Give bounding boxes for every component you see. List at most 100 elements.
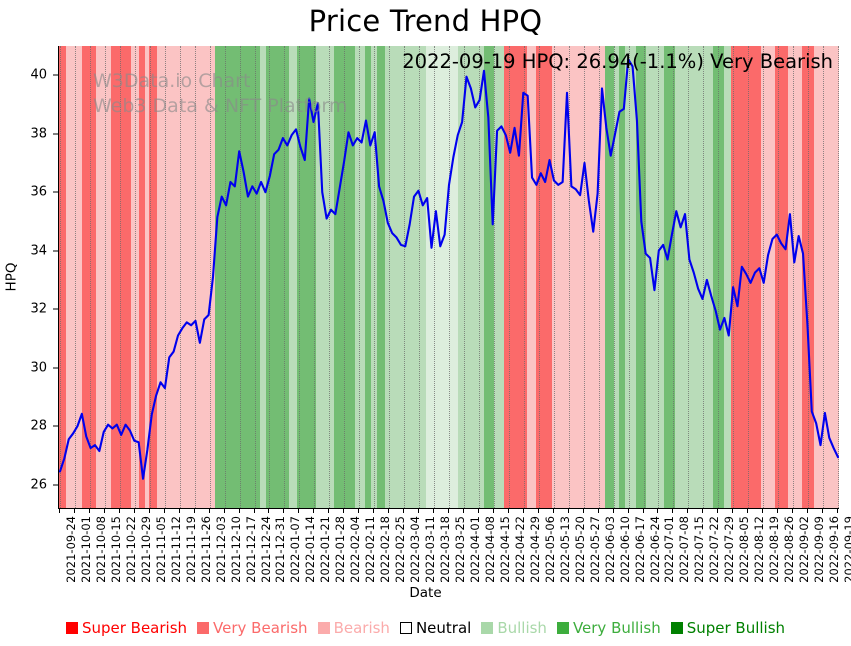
x-axis-tick-label: 2021-12-24 [258, 516, 273, 583]
vertical-gridline [598, 46, 601, 508]
sentiment-band-very_bearish [82, 46, 97, 508]
y-axis-tick-label: 40 [30, 67, 47, 83]
y-axis-tick-label: 30 [30, 360, 47, 376]
legend-label: Super Bullish [686, 619, 786, 637]
vertical-gridline [254, 46, 257, 508]
x-axis-tick-label: 2022-06-03 [602, 516, 617, 583]
x-axis-tick [762, 508, 764, 513]
vertical-gridline [329, 46, 331, 508]
sentiment-band-very_bearish [731, 46, 762, 508]
vertical-gridline [74, 46, 77, 508]
vertical-gridline [179, 46, 182, 508]
vertical-gridline [449, 46, 451, 508]
y-axis-tick-label: 36 [30, 184, 47, 200]
sentiment-band-very_bullish [364, 46, 372, 508]
x-axis-tick-label: 2022-07-08 [677, 516, 692, 583]
legend-swatch-icon [481, 622, 494, 634]
sentiment-band-bullish [625, 46, 637, 508]
x-axis-tick [133, 508, 135, 513]
x-axis-tick [328, 508, 330, 513]
x-axis-tick [732, 508, 734, 513]
x-axis-tick [103, 508, 105, 513]
vertical-gridline [269, 46, 271, 508]
vertical-gridline [688, 46, 690, 508]
x-axis-tick-label: 2022-02-18 [378, 516, 393, 583]
sentiment-band-very_bullish [663, 46, 676, 508]
x-axis-tick [88, 508, 90, 513]
legend-item-bearish[interactable]: Bearish [317, 619, 390, 637]
x-axis-tick [148, 508, 150, 513]
vertical-gridline [359, 46, 361, 508]
sentiment-band-bearish [144, 46, 151, 508]
plot-area: W3Data.io Chart Web3 Data & NFT Platform… [58, 46, 839, 509]
x-axis-tick [268, 508, 270, 513]
x-axis-tick [672, 508, 674, 513]
x-axis-tick-label: 2022-09-19 [842, 516, 851, 583]
sentiment-band-bearish [66, 46, 83, 508]
x-axis-tick [118, 508, 120, 513]
vertical-gridline [224, 46, 227, 508]
x-axis-tick [418, 508, 420, 513]
x-axis-tick-label: 2022-06-24 [647, 516, 662, 583]
vertical-gridline [583, 46, 586, 508]
x-axis-tick [642, 508, 644, 513]
x-axis-tick [747, 508, 749, 513]
vertical-gridline [733, 46, 735, 508]
vertical-gridline [553, 46, 556, 508]
vertical-gridline [374, 46, 376, 508]
x-axis-tick [388, 508, 390, 513]
x-axis-tick [702, 508, 704, 513]
vertical-gridline [119, 46, 122, 508]
vertical-gridline [478, 46, 481, 508]
vertical-gridline [628, 46, 631, 508]
sentiment-band-bullish [355, 46, 366, 508]
legend-item-very-bullish[interactable]: Very Bullish [556, 619, 661, 637]
vertical-gridline [344, 46, 346, 508]
legend-item-bullish[interactable]: Bullish [481, 619, 547, 637]
x-axis-tick [597, 508, 599, 513]
vertical-gridline [149, 46, 152, 508]
x-axis-tick-label: 2022-03-18 [438, 516, 453, 583]
vertical-gridline [493, 46, 496, 508]
vertical-gridline [463, 46, 466, 508]
y-axis-tick [53, 425, 58, 427]
x-axis-tick-label: 2021-10-22 [123, 516, 138, 583]
x-axis-tick [193, 508, 195, 513]
vertical-gridline [703, 46, 705, 508]
price-line [59, 58, 839, 480]
legend-item-very-bearish[interactable]: Very Bearish [197, 619, 308, 637]
x-axis-tick-label: 2022-03-04 [408, 516, 423, 583]
sentiment-band-very_bullish [605, 46, 615, 508]
x-axis-tick-label: 2022-02-25 [393, 516, 408, 583]
x-axis-tick [403, 508, 405, 513]
x-axis-tick-label: 2022-07-01 [662, 516, 677, 583]
legend-item-super-bullish[interactable]: Super Bullish [670, 619, 786, 637]
x-axis-tick [343, 508, 345, 513]
x-axis-tick-label: 2022-01-28 [333, 516, 348, 583]
x-axis-tick [822, 508, 824, 513]
vertical-gridline [523, 46, 526, 508]
sentiment-band-very_bearish [149, 46, 158, 508]
vertical-gridline [434, 46, 436, 508]
x-axis-tick [59, 508, 60, 513]
sentiment-band-bullish [614, 46, 620, 508]
x-axis-tick-label: 2022-09-16 [827, 516, 842, 583]
x-axis-tick [657, 508, 659, 513]
sentiment-band-bullish [260, 46, 268, 508]
legend-item-super-bearish[interactable]: Super Bearish [65, 619, 187, 637]
x-axis-tick-label: 2022-02-11 [363, 516, 378, 583]
y-axis-tick-label: 28 [30, 418, 47, 434]
legend-item-neutral[interactable]: Neutral [399, 619, 471, 637]
x-axis-tick-label: 2022-05-20 [572, 516, 587, 583]
vertical-gridline [89, 46, 92, 508]
x-axis-tick [807, 508, 809, 513]
vertical-gridline [568, 46, 571, 508]
vertical-gridline [673, 46, 675, 508]
vertical-gridline [808, 46, 810, 508]
x-axis-tick-label: 2022-04-22 [512, 516, 527, 583]
sentiment-band-bullish [494, 46, 505, 508]
price-line-chart [59, 58, 839, 480]
x-axis-tick [238, 508, 240, 513]
x-axis-tick [298, 508, 300, 513]
